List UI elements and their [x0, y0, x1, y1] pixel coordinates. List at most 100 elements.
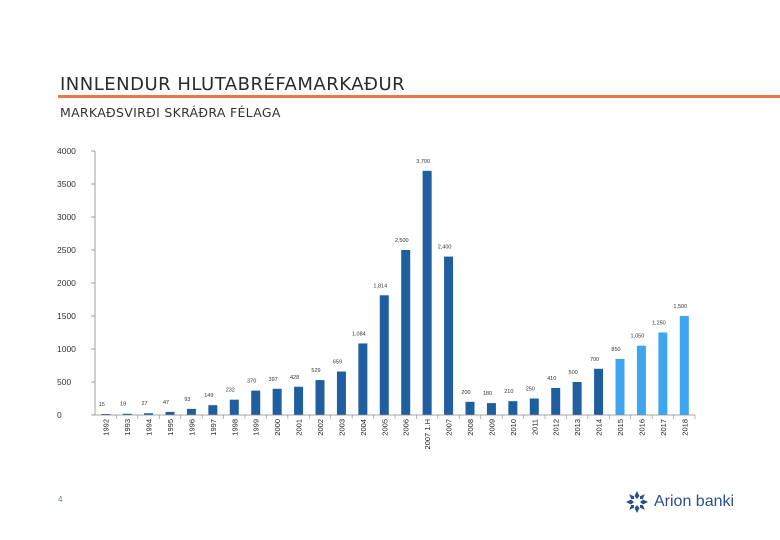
bar [658, 332, 668, 415]
x-tick-label: 2000 [273, 419, 282, 436]
snowflake-logo-icon [626, 491, 648, 513]
bar [679, 316, 689, 415]
bar [551, 387, 561, 415]
bar [101, 414, 111, 415]
x-tick-label: 2004 [359, 419, 368, 436]
data-label: 1,050 [631, 334, 645, 340]
bar [572, 382, 582, 415]
bar [465, 401, 475, 415]
x-tick-label: 1992 [102, 419, 111, 436]
data-label: 370 [247, 379, 256, 385]
data-label: 397 [269, 377, 278, 383]
x-tick-label: 2001 [295, 419, 304, 436]
data-label: 1,084 [352, 331, 366, 337]
bar [251, 390, 261, 415]
bar [615, 358, 625, 415]
x-axis: 1992 1993 1994 1995 1996 1997 1998 1999 2000 2001… [95, 414, 696, 449]
bar [186, 408, 196, 415]
bar [144, 413, 154, 415]
bar [508, 401, 518, 415]
data-label: 47 [163, 400, 169, 406]
x-tick-label: 2011 [530, 419, 539, 435]
data-label: 15 [99, 402, 105, 408]
bars [101, 170, 689, 415]
bar [358, 343, 368, 415]
data-label: 659 [333, 360, 342, 366]
x-tick-label: 2018 [680, 419, 689, 436]
data-label: 19 [120, 402, 126, 408]
x-tick-label: 1993 [123, 419, 132, 436]
data-label: 428 [290, 375, 299, 381]
y-tick-label: 3500 [57, 179, 76, 189]
x-tick-label: 2016 [637, 419, 646, 436]
data-label: 200 [461, 390, 470, 396]
data-label: 27 [142, 401, 148, 407]
x-tick-label: 1995 [166, 419, 175, 436]
y-tick-label: 2500 [57, 245, 76, 255]
bar [208, 405, 218, 415]
bar [315, 380, 325, 415]
bar [529, 398, 539, 415]
x-tick-label: 2014 [595, 419, 604, 436]
data-label: 149 [204, 393, 213, 399]
bar [165, 411, 175, 415]
data-label: 700 [590, 357, 599, 363]
bar [122, 413, 132, 415]
x-tick-label: 2010 [509, 419, 518, 436]
data-label: 1,500 [673, 304, 687, 310]
data-label: 1,250 [652, 321, 666, 327]
x-tick-label: 1997 [209, 419, 218, 436]
data-label: 410 [547, 376, 556, 382]
data-label: 3,700 [416, 159, 430, 165]
x-tick-label: 2006 [402, 419, 411, 436]
data-label: 529 [311, 368, 320, 374]
y-tick-label: 500 [57, 377, 71, 387]
logo-text: Arion banki [654, 493, 735, 510]
bar [379, 295, 389, 415]
y-tick-label: 3000 [57, 212, 76, 222]
data-label: 1,814 [373, 283, 387, 289]
x-tick-label: 2003 [337, 419, 346, 436]
y-tick-label: 2000 [57, 278, 76, 288]
data-label: 210 [504, 389, 513, 395]
x-tick-label: 2017 [659, 419, 668, 436]
x-tick-label: 2007 1.H [423, 419, 432, 449]
bar [486, 403, 496, 415]
bar [336, 371, 346, 415]
data-label: 180 [483, 391, 492, 397]
x-tick-label: 1999 [252, 419, 261, 436]
bar [444, 256, 454, 415]
x-tick-label: 2007 [445, 419, 454, 436]
chart-subtitle: MARKAÐSVIRÐI SKRÁÐRA FÉLAGA [60, 105, 281, 120]
data-label: 232 [226, 388, 235, 394]
bar [401, 250, 411, 415]
x-tick-label: 2013 [573, 419, 582, 436]
data-label: 500 [569, 370, 578, 376]
arion-banki-logo: Arion banki [625, 490, 734, 514]
bar [636, 345, 646, 415]
y-tick-label: 4000 [57, 146, 76, 156]
data-label: 850 [611, 347, 620, 353]
x-tick-label: 2015 [616, 419, 625, 436]
data-label: 250 [526, 387, 535, 393]
y-tick-label: 1500 [57, 311, 76, 321]
y-tick-label: 0 [57, 410, 62, 420]
data-label: 2,400 [438, 245, 452, 251]
bar [594, 368, 604, 415]
y-axis: 0 500 1000 1500 2000 2500 3000 3500 4000 [57, 146, 96, 420]
x-tick-label: 2008 [466, 419, 475, 436]
x-tick-label: 1998 [230, 419, 239, 436]
x-tick-label: 2009 [487, 419, 496, 436]
x-tick-label: 2002 [316, 419, 325, 436]
bar [294, 386, 304, 415]
title-divider [58, 95, 780, 98]
bar [422, 170, 432, 415]
page-title: INNLENDUR HLUTABRÉFAMARKAÐUR [60, 74, 406, 95]
x-tick-label: 2005 [380, 419, 389, 436]
y-tick-label: 1000 [57, 344, 76, 354]
x-tick-label: 1994 [145, 419, 154, 436]
data-labels: 15 19 27 47 93 149 232 370 397 428 529 659 1,084 1,81… [99, 159, 688, 408]
bar [229, 399, 239, 415]
data-label: 93 [184, 397, 190, 403]
